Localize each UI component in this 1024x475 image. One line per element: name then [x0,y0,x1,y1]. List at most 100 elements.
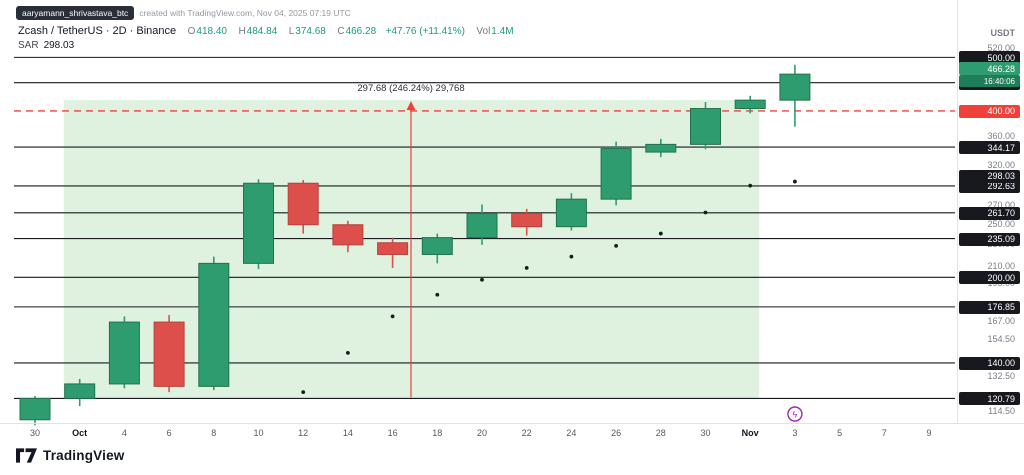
price-level-badge: 500.00 [959,51,1020,65]
sar-value-badge: 298.03 [959,169,1020,183]
price-tick: 250.00 [987,218,1015,229]
candle-body [779,73,811,101]
sar-dot [435,292,440,297]
candle-body [690,108,721,145]
sar-dot [748,183,753,188]
candle-body [19,397,51,421]
price-axis[interactable]: USDT 520.00480.00360.00320.00270.00250.0… [958,0,1024,423]
sar-dot [390,314,395,319]
ohlc-high-value: 484.84 [246,26,278,37]
watermark-username: aaryamann_shrivastava_btc [16,6,135,20]
candle-body [198,262,230,387]
sar-dot [703,210,708,215]
last-price-badge: 466.28 [959,62,1020,76]
volume-value: 1.4M [491,26,514,37]
time-tick: 5 [837,428,843,438]
ohlc-low-label: L [288,26,295,37]
candle-body [511,212,543,228]
brand-name: TradingView [43,448,125,463]
candle-body [734,99,766,110]
time-tick: 30 [700,428,711,438]
time-tick: 3 [792,428,798,438]
ohlc-high-label: H [238,26,246,37]
sar-dot [569,254,574,259]
sar-dot [301,390,306,395]
time-tick: Oct [72,428,88,438]
time-tick: 4 [121,428,127,438]
indicator-name[interactable]: SAR [18,40,39,51]
price-tick: 520.00 [987,42,1015,53]
time-tick: 30 [29,428,41,438]
price-tick: 132.50 [987,371,1015,382]
time-axis[interactable]: 30 Oct 4 6 8 10 12 14 16 18 20 22 24 26 28 30 Nov 3 5 7 9 [0,428,958,442]
price-tick: 320.00 [987,159,1015,170]
tradingview-brand[interactable]: TradingView [16,448,124,463]
sar-dot [524,266,529,270]
tradingview-logo-icon [16,448,37,463]
price-level-badge: 120.79 [959,392,1020,406]
symbol-legend-row: Zcash / TetherUS · 2D · Binance O418.40 … [18,23,514,37]
price-level-badge: 292.63 [959,179,1020,193]
watermark: aaryamann_shrivastava_btc created with T… [16,6,351,20]
time-tick: 9 [926,428,932,438]
price-axis-border [957,0,958,423]
event-marker-glyph: ϟ [793,410,798,420]
price-level-badge: 140.00 [959,356,1020,370]
sar-dot [480,277,484,282]
event-marker-icon[interactable] [787,406,803,422]
price-tick: 154.50 [987,334,1015,345]
candle-body [377,242,409,255]
price-level-badge: 176.85 [959,300,1020,314]
ohlc-change: +47.76 (+11.41%) [385,26,465,37]
indicator-legend-row: SAR 298.03 [18,37,514,51]
time-tick: 16 [387,428,398,438]
sar-dot [658,231,663,236]
volume-label: Vol [476,26,491,37]
price-tick: 210.00 [987,260,1015,271]
time-tick: 7 [881,428,887,438]
price-level-badge: 200.00 [959,271,1020,285]
watermark-credit: created with TradingView.com, Nov 04, 20… [139,8,351,18]
time-tick: 28 [655,428,666,438]
sar-dot [346,350,350,355]
time-tick: 20 [476,428,488,438]
price-tick: 270.00 [987,200,1015,211]
price-level-badge: 344.17 [959,141,1020,155]
alert-price-badge: 400.00 [959,104,1020,118]
time-tick: 10 [253,428,264,438]
ohlc-close-label: C [337,26,345,37]
price-tick: 167.00 [987,315,1015,326]
time-tick: 12 [298,428,309,438]
legend: Zcash / TetherUS · 2D · Binance O418.40 … [18,23,514,51]
time-tick: 22 [521,428,532,438]
sar-dot [614,243,618,248]
price-level-badge: 261.70 [959,206,1020,220]
candle-body [466,212,498,239]
candle-body [555,198,587,228]
candle-body [243,182,274,264]
symbol-title[interactable]: Zcash / TetherUS · 2D · Binance [18,25,177,37]
ohlc-open-label: O [187,26,196,37]
ohlc-open-value: 418.40 [196,26,227,37]
indicator-value: 298.03 [43,40,75,51]
price-tick: 360.00 [987,131,1015,142]
time-tick: 24 [566,428,577,438]
time-tick: 6 [166,428,172,438]
measure-label: 297.68 (246.24%) 29,768 [357,83,464,94]
price-level-badge: 235.09 [959,232,1020,246]
currency-label: USDT [990,28,1016,38]
time-tick: 8 [211,428,217,438]
candle-body [332,224,364,246]
candle-body [153,321,185,387]
candle-body [287,182,319,226]
price-tick: 114.50 [988,406,1015,417]
time-axis-border [0,423,1024,424]
time-tick: 26 [611,428,622,438]
candle-body [645,143,677,153]
measure-arrow-icon [406,101,416,111]
sar-dot [793,179,797,184]
candle-body [600,148,632,200]
ohlc-close-value: 466.28 [345,26,377,37]
